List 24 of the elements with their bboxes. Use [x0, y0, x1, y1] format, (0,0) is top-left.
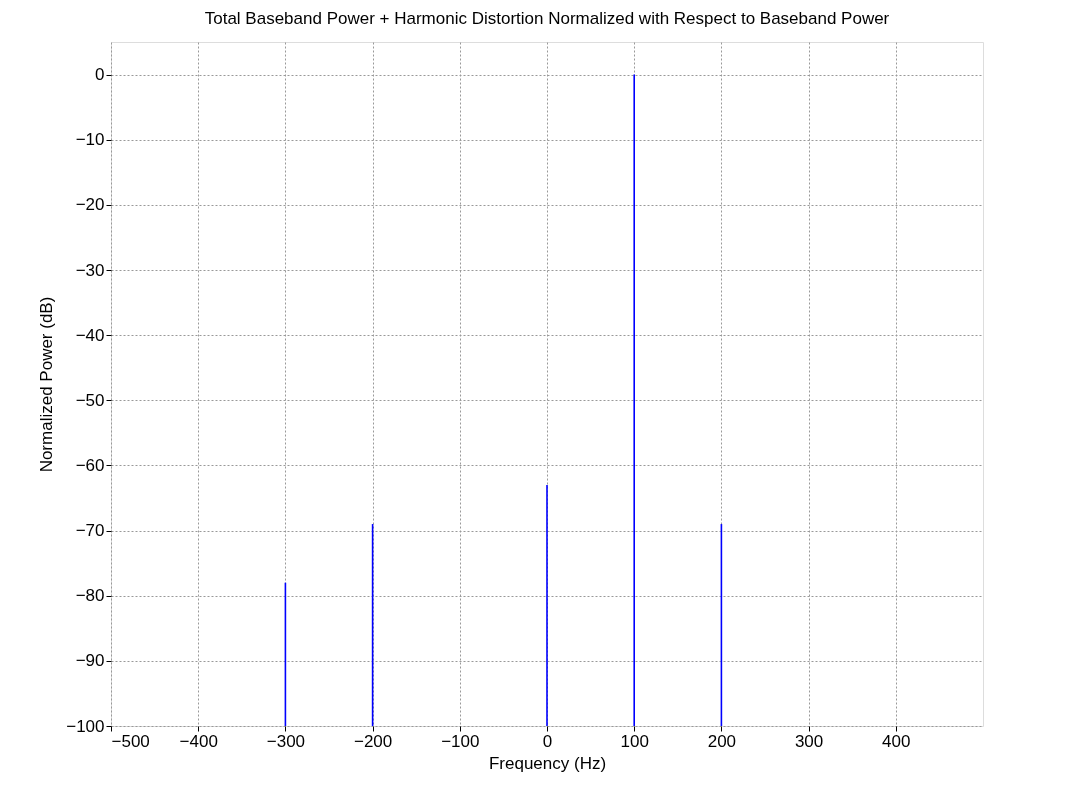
- y-tick-label: −100: [66, 716, 105, 736]
- x-tick-label: 400: [882, 731, 911, 751]
- x-tick-label: 300: [794, 731, 824, 751]
- y-axis-title: Normalized Power (dB): [37, 296, 57, 473]
- y-tick-label: −70: [75, 521, 105, 541]
- y-tick-label: 0: [95, 65, 105, 85]
- y-tick-label: −50: [75, 390, 105, 410]
- chart-title: Total Baseband Power + Harmonic Distortion Normalized with Respect to Baseband Power: [204, 9, 890, 28]
- y-tick-label: −20: [75, 195, 105, 215]
- y-tick-label: −10: [75, 130, 105, 150]
- x-tick-label: 100: [620, 731, 649, 751]
- x-tick-label: −300: [266, 731, 306, 751]
- x-tick-label: 0: [542, 731, 553, 751]
- x-tick-label: −500: [111, 731, 150, 751]
- x-tick-label: 200: [707, 731, 737, 751]
- y-tick-label: −40: [75, 325, 105, 345]
- x-tick-label: −400: [179, 731, 218, 751]
- y-tick-label: −60: [75, 455, 105, 475]
- x-tick-label: −200: [353, 731, 393, 751]
- y-tick-label: −30: [75, 260, 105, 280]
- x-axis-title: Frequency (Hz): [488, 753, 607, 773]
- x-tick-label: −100: [441, 731, 480, 751]
- y-tick-label: −80: [75, 586, 105, 606]
- y-tick-label: −90: [75, 651, 105, 671]
